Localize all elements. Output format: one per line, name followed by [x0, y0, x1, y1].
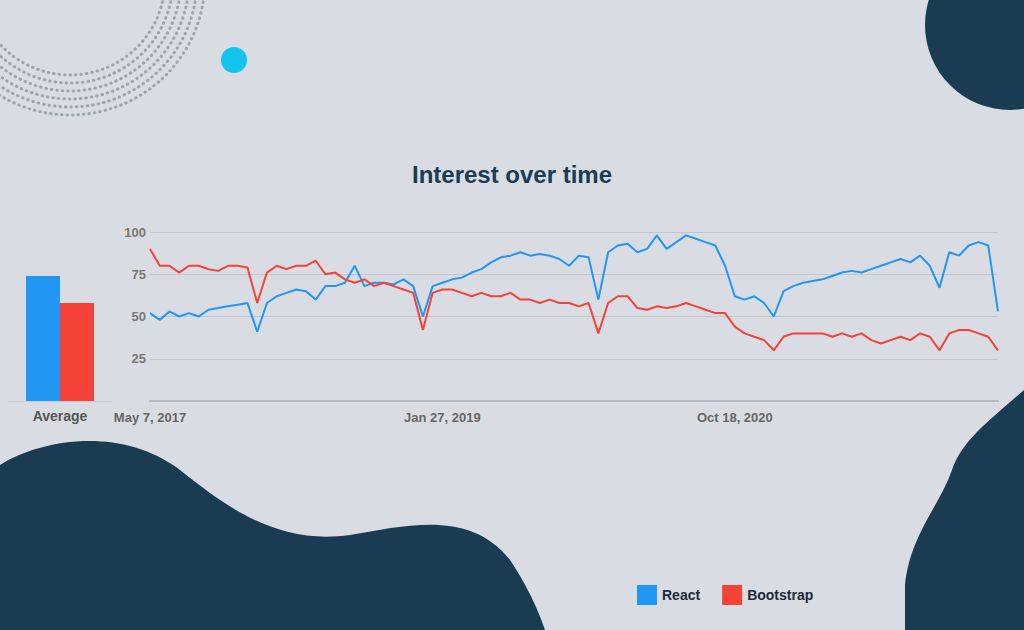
svg-text:Bootstrap: Bootstrap [747, 587, 813, 603]
svg-text:25: 25 [132, 351, 146, 366]
svg-text:100: 100 [124, 225, 146, 240]
svg-text:Jan 27, 2019: Jan 27, 2019 [404, 410, 481, 425]
svg-text:75: 75 [132, 267, 146, 282]
svg-text:Average: Average [33, 408, 88, 424]
svg-text:Oct 18, 2020: Oct 18, 2020 [697, 410, 773, 425]
svg-text:Interest over time: Interest over time [412, 161, 612, 188]
svg-text:May 7, 2017: May 7, 2017 [114, 410, 186, 425]
svg-text:50: 50 [132, 309, 146, 324]
svg-text:React: React [662, 587, 700, 603]
